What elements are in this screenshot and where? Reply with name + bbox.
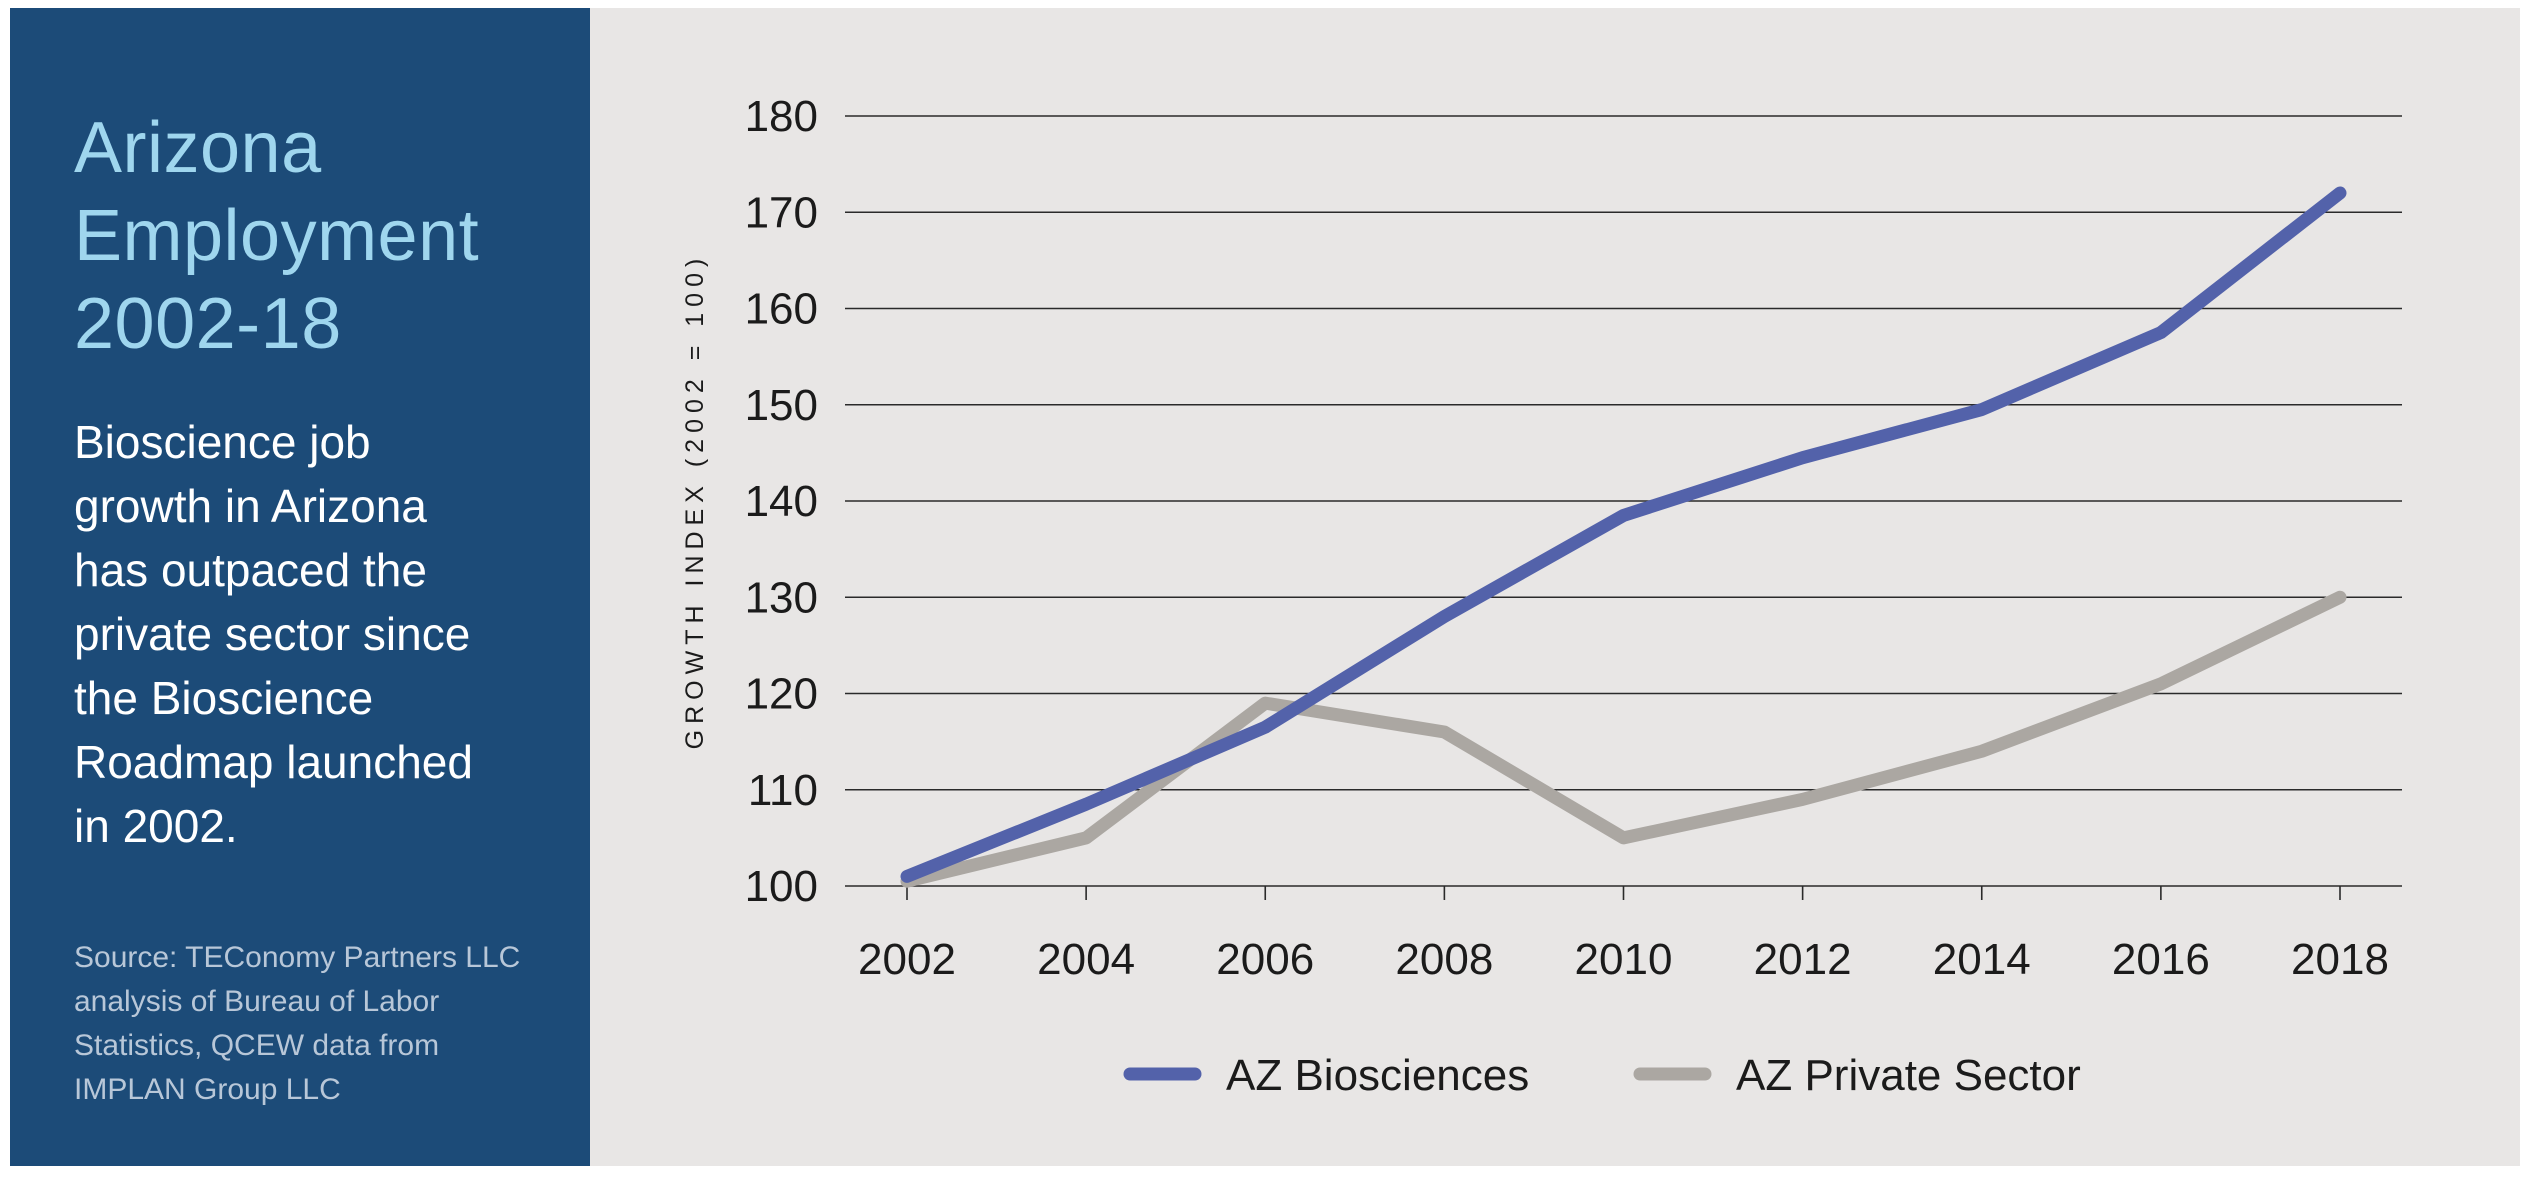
title-line: Arizona <box>74 108 322 188</box>
description-line: growth in Arizona <box>74 480 427 532</box>
series-line-biosciences <box>900 186 2347 883</box>
source-line: IMPLAN Group LLC <box>74 1073 341 1106</box>
y-tick-label: 120 <box>745 670 818 719</box>
chart-area: 100 110 120 130 140 150 160 170 180 2002 2004 2006… <box>590 8 2520 1166</box>
source-line: analysis of Bureau of Labor <box>74 985 440 1018</box>
info-panel: Arizona Employment 2002-18 Bioscience jo… <box>10 8 590 1166</box>
x-tick-label: 2016 <box>2112 935 2210 984</box>
x-tick-labels: 2002 2004 2006 2008 2010 2012 2014 2016 2018 <box>858 935 2389 984</box>
y-tick-labels: 100 110 120 130 140 150 160 170 180 <box>745 92 818 911</box>
y-tick-label: 150 <box>745 381 818 430</box>
grid-lines <box>845 115 2402 887</box>
y-tick-label: 140 <box>745 477 818 526</box>
source-note: Source: TEConomy Partners LLC analysis o… <box>74 936 554 1112</box>
description-line: private sector since <box>74 608 471 660</box>
source-line: Statistics, QCEW data from <box>74 1029 440 1062</box>
y-tick-label: 180 <box>745 92 818 141</box>
y-axis-label: GROWTH INDEX (2002 = 100) <box>681 253 709 750</box>
source-line: Source: TEConomy Partners LLC <box>74 941 521 974</box>
series-lines <box>900 186 2347 888</box>
x-tick-label: 2004 <box>1037 935 1135 984</box>
x-tick-label: 2006 <box>1216 935 1314 984</box>
description-line: has outpaced the <box>74 544 427 596</box>
description-line: in 2002. <box>74 800 238 852</box>
title-line: 2002-18 <box>74 284 342 364</box>
y-tick-label: 130 <box>745 573 818 622</box>
x-tick-label: 2018 <box>2291 935 2389 984</box>
x-tick-label: 2014 <box>1933 935 2031 984</box>
y-tick-label: 160 <box>745 285 818 334</box>
line-chart: 100 110 120 130 140 150 160 170 180 2002 2004 2006… <box>681 92 2402 1100</box>
description-line: Roadmap launched <box>74 736 473 788</box>
x-tick-marks <box>906 886 2341 900</box>
series-line-private-sector <box>900 590 2347 888</box>
x-tick-label: 2008 <box>1395 935 1493 984</box>
x-tick-label: 2002 <box>858 935 956 984</box>
y-tick-label: 170 <box>745 188 818 237</box>
legend-label: AZ Biosciences <box>1226 1051 1529 1100</box>
x-tick-label: 2012 <box>1754 935 1852 984</box>
panel-title: Arizona Employment 2002-18 <box>74 104 550 368</box>
panel-description: Bioscience job growth in Arizona has out… <box>74 410 550 858</box>
legend-label: AZ Private Sector <box>1736 1051 2081 1100</box>
x-tick-label: 2010 <box>1575 935 1673 984</box>
y-tick-label: 110 <box>748 766 818 815</box>
description-line: Bioscience job <box>74 416 371 468</box>
title-line: Employment <box>74 196 480 276</box>
legend: AZ Biosciences AZ Private Sector <box>1123 1051 2081 1100</box>
description-line: the Bioscience <box>74 672 374 724</box>
y-tick-label: 100 <box>745 862 818 911</box>
